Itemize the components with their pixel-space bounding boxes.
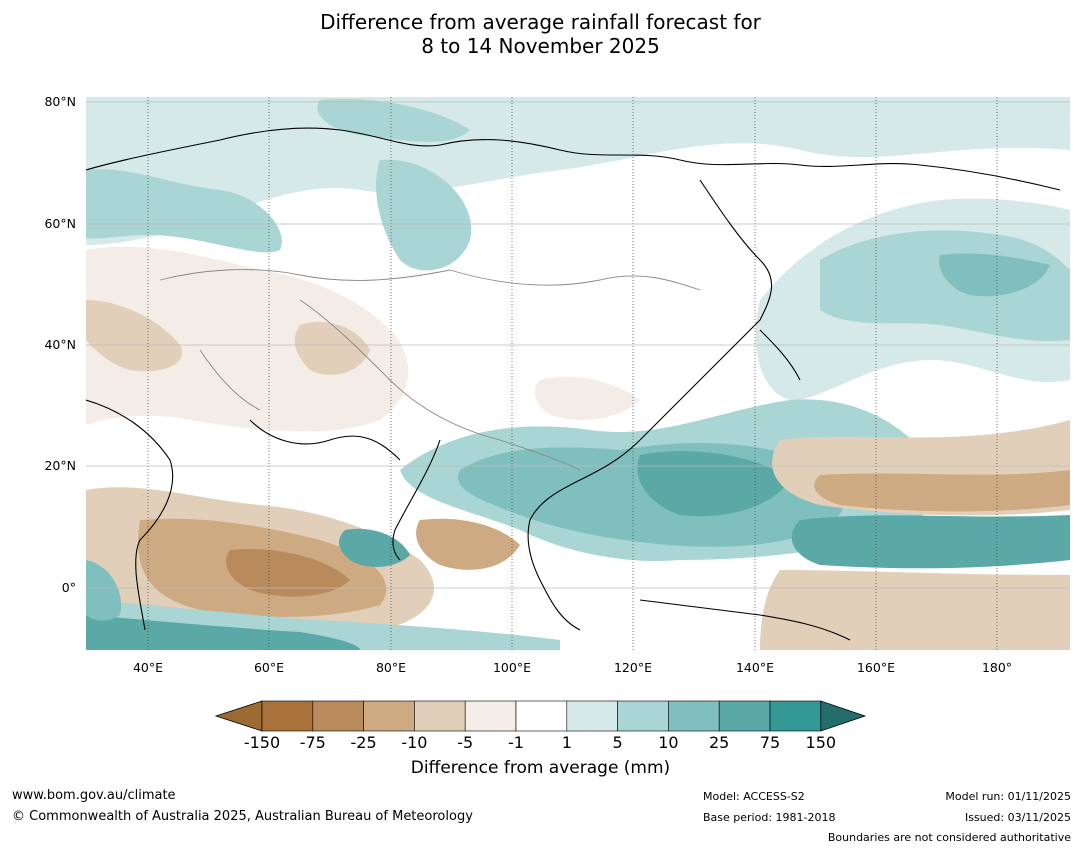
colorbar-tick-label: 1 xyxy=(561,733,572,752)
lon-label-100e: 100°E xyxy=(492,660,531,675)
colorbar-tick-label: -25 xyxy=(350,733,377,752)
dry-region-bay-of-bengal xyxy=(416,518,520,570)
wet-region-siberia xyxy=(376,159,472,271)
colorbar-tick-label: -150 xyxy=(243,733,281,752)
colorbar-tick-label: 25 xyxy=(709,733,730,752)
dry-region-east-pacific-south xyxy=(760,570,1070,650)
colorbar-box-2 xyxy=(363,700,415,732)
colorbar-tick-label: -1 xyxy=(508,733,524,752)
dry-region-tibet xyxy=(294,321,370,375)
rainfall-map xyxy=(86,97,1070,650)
wet-region-philippines-core xyxy=(637,451,790,517)
colorbar-box-0 xyxy=(261,700,314,732)
lon-label-120e: 120°E xyxy=(613,660,652,675)
country-borders xyxy=(159,269,701,471)
wet-region-north-1 xyxy=(317,99,470,142)
colorbar-tick-label: -10 xyxy=(401,733,428,752)
latitude-lines xyxy=(86,101,1070,589)
dry-region-indian-ocean-3 xyxy=(226,549,350,597)
lat-label-0: 0° xyxy=(61,580,76,595)
colorbar-under-arrow xyxy=(214,700,263,732)
wet-region-south-indian-ocean-2 xyxy=(86,615,360,650)
graticule xyxy=(147,97,998,650)
title-line-1: Difference from average rainfall forecas… xyxy=(320,10,761,34)
colorbar-tick-label: -75 xyxy=(299,733,326,752)
chart-title: Difference from average rainfall forecas… xyxy=(0,10,1081,58)
lon-label-80e: 80°E xyxy=(375,660,407,675)
footer-website[interactable]: www.bom.gov.au/climate xyxy=(12,788,176,803)
footer-disclaimer: Boundaries are not considered authoritat… xyxy=(827,831,1071,844)
colorbar-tick-label: 5 xyxy=(612,733,623,752)
colorbar-tick-label: 10 xyxy=(658,733,679,752)
colorbar-box-4 xyxy=(464,700,517,732)
colorbar-tick-label: 75 xyxy=(759,733,781,752)
colorbar-box-10 xyxy=(769,700,822,732)
wet-region-arctic xyxy=(86,97,1070,245)
footer-copyright: © Commonwealth of Australia 2025, Austra… xyxy=(12,809,473,824)
wet-region-arctic-2 xyxy=(86,169,282,253)
footer-model-run: Model run: 01/11/2025 xyxy=(945,790,1071,803)
lat-label-40n: 40°N xyxy=(44,337,76,352)
colorbar-box-1 xyxy=(312,700,364,732)
wet-region-arabian-sea xyxy=(86,560,121,621)
dry-region-middle-east xyxy=(86,300,182,372)
colorbar xyxy=(214,700,867,732)
coastlines xyxy=(86,127,1061,641)
lon-label-160e: 160°E xyxy=(856,660,895,675)
colorbar-box-5 xyxy=(515,700,568,732)
lon-label-180: 180° xyxy=(981,660,1013,675)
wet-region-nw-pacific-3 xyxy=(939,253,1050,297)
dry-region-central-pacific-2 xyxy=(814,470,1070,512)
footer-base-period: Base period: 1981-2018 xyxy=(703,811,836,824)
dry-region-central-asia xyxy=(86,246,409,432)
lon-label-40e: 40°E xyxy=(132,660,164,675)
wet-region-sri-lanka xyxy=(338,528,410,567)
lat-label-20n: 20°N xyxy=(44,458,76,473)
colorbar-box-6 xyxy=(566,700,618,732)
wet-region-east-pacific xyxy=(791,515,1070,569)
footer-issued: Issued: 03/11/2025 xyxy=(964,811,1071,824)
colorbar-over-arrow xyxy=(820,700,867,732)
map-shading xyxy=(86,97,1070,650)
colorbar-tick-label: -5 xyxy=(457,733,474,752)
colorbar-tick-label: 150 xyxy=(805,733,837,752)
colorbar-box-7 xyxy=(617,700,669,732)
colorbar-title: Difference from average (mm) xyxy=(410,758,671,778)
lat-label-80n: 80°N xyxy=(44,94,76,109)
lat-label-60n: 60°N xyxy=(44,216,76,231)
colorbar-box-3 xyxy=(414,700,466,732)
dry-region-china xyxy=(534,376,640,420)
lon-label-140e: 140°E xyxy=(735,660,774,675)
footer-model: Model: ACCESS-S2 xyxy=(703,790,805,803)
colorbar-box-9 xyxy=(718,700,771,732)
colorbar-boxes xyxy=(214,700,867,732)
title-line-2: 8 to 14 November 2025 xyxy=(421,34,660,58)
lon-label-60e: 60°E xyxy=(253,660,285,675)
colorbar-box-8 xyxy=(668,700,720,732)
